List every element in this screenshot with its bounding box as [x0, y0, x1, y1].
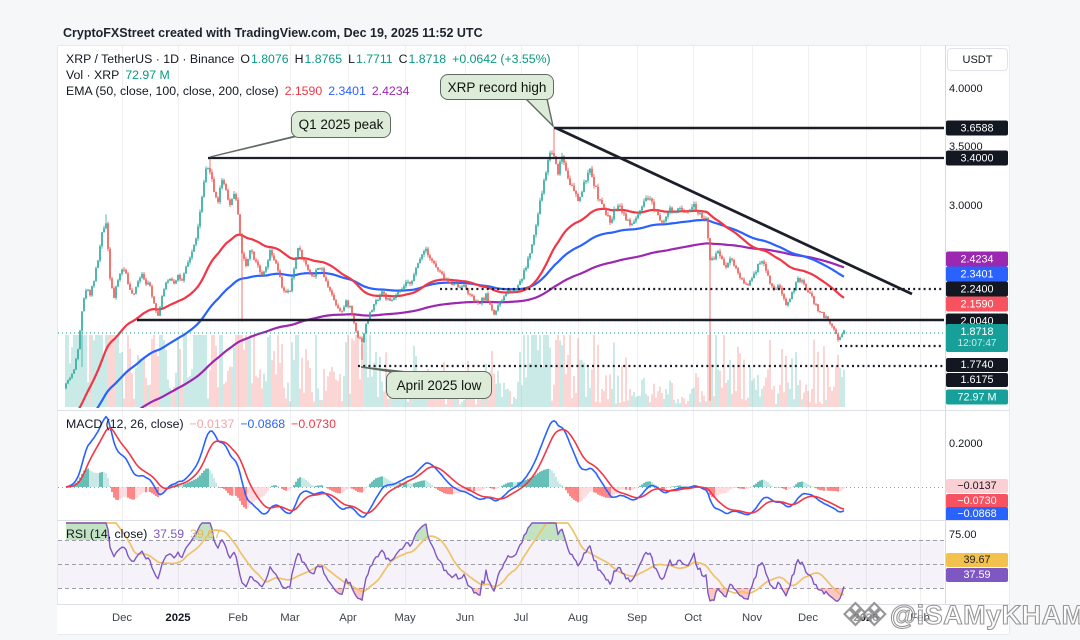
time-axis-label: 2026: [853, 612, 879, 624]
macd-legend[interactable]: MACD (12, 26, close) −0.0137 −0.0868 −0.073…: [66, 416, 342, 432]
macd-legend-token: −0.0137: [189, 417, 235, 431]
legend-row-3[interactable]: EMA (50, close, 100, close, 200, close) 2…: [66, 83, 415, 99]
macd-value-label: −0.0868: [946, 507, 1008, 521]
legend-row-1-token: H: [294, 52, 304, 66]
axis-tick-label: 3.5000: [949, 141, 983, 153]
gem-icon: ❖: [860, 598, 888, 632]
legend-row-1-token: 1.8076: [250, 52, 289, 66]
time-axis-label: Dec: [111, 612, 133, 624]
currency-toggle-button[interactable]: USDT: [947, 48, 1008, 71]
time-axis-label: Sep: [626, 612, 648, 624]
legend-row-2-token: 72.97 M: [125, 68, 170, 82]
time-axis-label: 2025: [165, 612, 191, 624]
legend-row-3-token: 2.1590: [284, 84, 323, 98]
legend-row-1-token: XRP / TetherUS · 1D · Binance: [66, 52, 235, 66]
time-axis-label: Jun: [455, 612, 475, 624]
watermark-handle: @iSAMyKHAM49: [889, 599, 1080, 630]
rsi-value-label: 37.59: [946, 568, 1008, 582]
legend-row-1-token: 1.8718: [408, 52, 447, 66]
price-level-label: 1.6175: [946, 373, 1008, 387]
legend-row-1-token: C: [398, 52, 408, 66]
time-axis-label: Jul: [513, 612, 529, 624]
rsi-legend-token: 39.67: [190, 527, 221, 541]
price-level-label: 2.1590: [946, 296, 1008, 312]
legend-row-1-token: O: [240, 52, 250, 66]
time-axis-label: Feb: [910, 612, 930, 624]
rsi-legend-token: 37.59: [153, 527, 185, 541]
legend-row-1-token: +0.0642 (+3.55%): [452, 52, 551, 66]
time-axis-label: Feb: [228, 612, 248, 624]
macd-value-label: −0.0137: [946, 479, 1008, 493]
rsi-value-label: 39.67: [946, 553, 1008, 567]
price-level-label: 2.3401: [946, 266, 1008, 282]
legend-row-3-token: 2.3401: [328, 84, 366, 98]
callout-april-low[interactable]: April 2025 low: [386, 371, 492, 399]
price-level-label: 3.6588: [946, 120, 1008, 136]
axis-border: [945, 45, 946, 605]
time-axis-border: [57, 604, 1009, 605]
price-level-label: 1.7740: [946, 358, 1008, 372]
pane-divider-macd[interactable]: [57, 410, 1009, 411]
time-axis-label: Oct: [684, 612, 702, 624]
legend-row-2-token: Vol · XRP: [66, 68, 120, 82]
legend-row-1-token: 1.8765: [304, 52, 343, 66]
time-axis-label: May: [394, 612, 416, 624]
legend-row-2[interactable]: Vol · XRP 72.97 M: [66, 67, 176, 83]
price-level-label: 72.97 M: [946, 389, 1008, 405]
time-axis-label: Aug: [567, 612, 589, 624]
axis-tick-label: 4.0000: [949, 83, 983, 95]
axis-tick-label: 75.00: [949, 529, 977, 541]
price-chart-canvas[interactable]: [57, 45, 1010, 635]
axis-tick-label: 3.0000: [949, 200, 983, 212]
legend-row-3-token: EMA (50, close, 100, close, 200, close): [66, 84, 279, 98]
rsi-legend[interactable]: RSI (14, close) 37.59 39.67: [66, 526, 227, 542]
watermark: ❖ ❖ @iSAMyKHAM49: [841, 598, 1080, 633]
macd-legend-token: −0.0730: [291, 417, 336, 431]
pane-divider-rsi[interactable]: [57, 520, 1009, 521]
price-level-label: 3.4000: [946, 150, 1008, 166]
price-level-label: 2.4234: [946, 251, 1008, 267]
legend-row-1-token: L: [348, 52, 355, 66]
callout-q1-peak[interactable]: Q1 2025 peak: [291, 111, 391, 138]
time-axis-label: Mar: [280, 612, 300, 624]
current-price-label: 1.8718 12:07:47: [946, 324, 1008, 352]
legend-row-1[interactable]: XRP / TetherUS · 1D · Binance O1.8076 H1.8…: [66, 51, 557, 67]
axis-tick-label: 0.2000: [949, 438, 983, 450]
price-level-label: 2.2400: [946, 281, 1008, 297]
time-axis-label: Apr: [339, 612, 357, 624]
attribution-text: CryptoFXStreet created with TradingView.…: [63, 26, 483, 40]
gem-icon: ❖: [841, 598, 869, 632]
macd-legend-token: −0.0868: [240, 417, 286, 431]
rsi-legend-token: RSI (14, close): [66, 527, 148, 541]
legend-row-1-token: 1.7711: [355, 52, 393, 66]
time-axis-label: Nov: [741, 612, 763, 624]
time-axis-label: Dec: [797, 612, 819, 624]
macd-legend-token: MACD (12, 26, close): [66, 417, 184, 431]
macd-value-label: −0.0730: [946, 494, 1008, 508]
legend-row-3-token: 2.4234: [371, 84, 410, 98]
callout-record-high[interactable]: XRP record high: [440, 74, 554, 100]
